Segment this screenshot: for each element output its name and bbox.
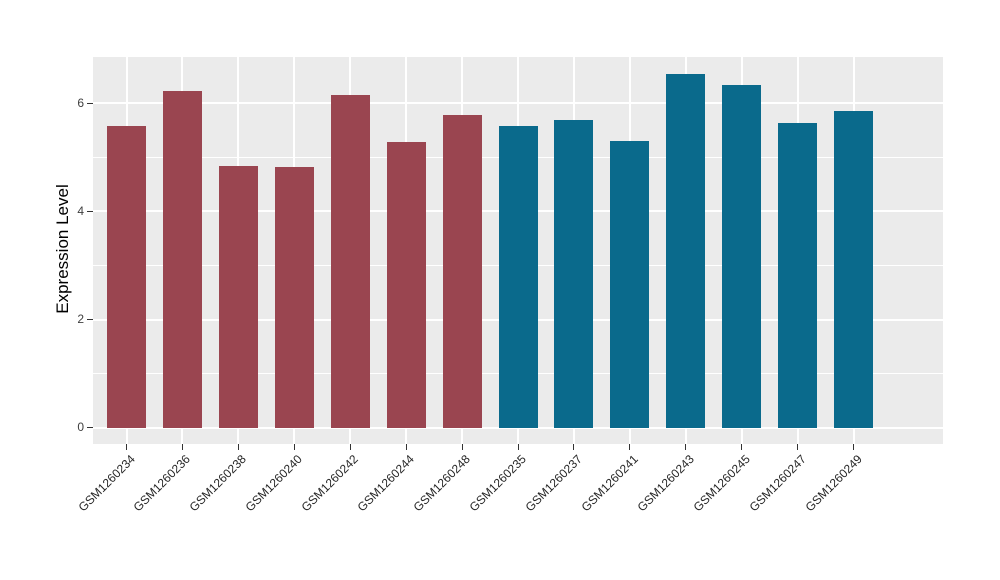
x-tick-label-GSM1260235: GSM1260235 — [466, 452, 529, 515]
bar-GSM1260237 — [554, 120, 594, 428]
bar-GSM1260243 — [666, 74, 706, 428]
x-tick-mark-GSM1260236 — [181, 444, 183, 450]
x-tick-label-GSM1260248: GSM1260248 — [410, 452, 473, 515]
bar-GSM1260235 — [498, 126, 538, 428]
x-tick-label-GSM1260237: GSM1260237 — [522, 452, 585, 515]
x-tick-label-GSM1260240: GSM1260240 — [242, 452, 306, 515]
x-tick-label-GSM1260238: GSM1260238 — [187, 452, 250, 515]
x-tick-label-GSM1260243: GSM1260243 — [634, 452, 697, 515]
y-tick-label-4: 4 — [77, 203, 84, 218]
x-tick-label-GSM1260245: GSM1260245 — [690, 452, 753, 515]
bar-GSM1260240 — [274, 167, 314, 428]
bar-GSM1260249 — [834, 111, 874, 428]
bar-GSM1260244 — [386, 141, 426, 428]
y-tick-mark-6 — [87, 102, 93, 104]
bar-GSM1260242 — [330, 95, 370, 428]
x-tick-mark-GSM1260242 — [349, 444, 351, 450]
x-tick-mark-GSM1260234 — [126, 444, 128, 450]
plot-panel — [93, 57, 943, 444]
x-tick-mark-GSM1260243 — [685, 444, 687, 450]
x-tick-mark-GSM1260237 — [573, 444, 575, 450]
x-tick-label-GSM1260242: GSM1260242 — [298, 452, 362, 515]
bar-GSM1260245 — [722, 84, 762, 428]
x-tick-label-GSM1260247: GSM1260247 — [746, 452, 809, 515]
x-tick-mark-GSM1260241 — [629, 444, 631, 450]
bar-GSM1260248 — [442, 114, 482, 428]
y-tick-mark-2 — [87, 319, 93, 320]
x-tick-mark-GSM1260240 — [293, 444, 295, 450]
x-tick-mark-GSM1260245 — [741, 444, 743, 450]
x-tick-label-GSM1260234: GSM1260234 — [75, 452, 138, 515]
y-tick-label-6: 6 — [77, 95, 84, 110]
x-tick-label-GSM1260236: GSM1260236 — [131, 452, 194, 515]
y-tick-label-2: 2 — [77, 312, 84, 326]
bar-GSM1260241 — [610, 140, 650, 428]
x-tick-label-GSM1260249: GSM1260249 — [802, 452, 865, 515]
x-tick-mark-GSM1260249 — [853, 444, 855, 450]
bar-GSM1260247 — [778, 123, 818, 428]
x-tick-mark-GSM1260238 — [237, 444, 239, 450]
x-tick-label-GSM1260244: GSM1260244 — [354, 452, 418, 515]
y-tick-label-0: 0 — [77, 420, 84, 435]
y-tick-mark-0 — [87, 427, 93, 429]
bar-GSM1260234 — [107, 125, 147, 428]
x-tick-label-GSM1260241: GSM1260241 — [578, 452, 641, 515]
x-tick-mark-GSM1260235 — [517, 444, 519, 450]
bar-GSM1260238 — [218, 166, 258, 428]
bar-GSM1260236 — [162, 91, 202, 428]
x-tick-mark-GSM1260248 — [461, 444, 463, 450]
y-tick-mark-4 — [87, 210, 93, 212]
x-tick-mark-GSM1260247 — [797, 444, 799, 450]
x-tick-mark-GSM1260244 — [405, 444, 407, 450]
